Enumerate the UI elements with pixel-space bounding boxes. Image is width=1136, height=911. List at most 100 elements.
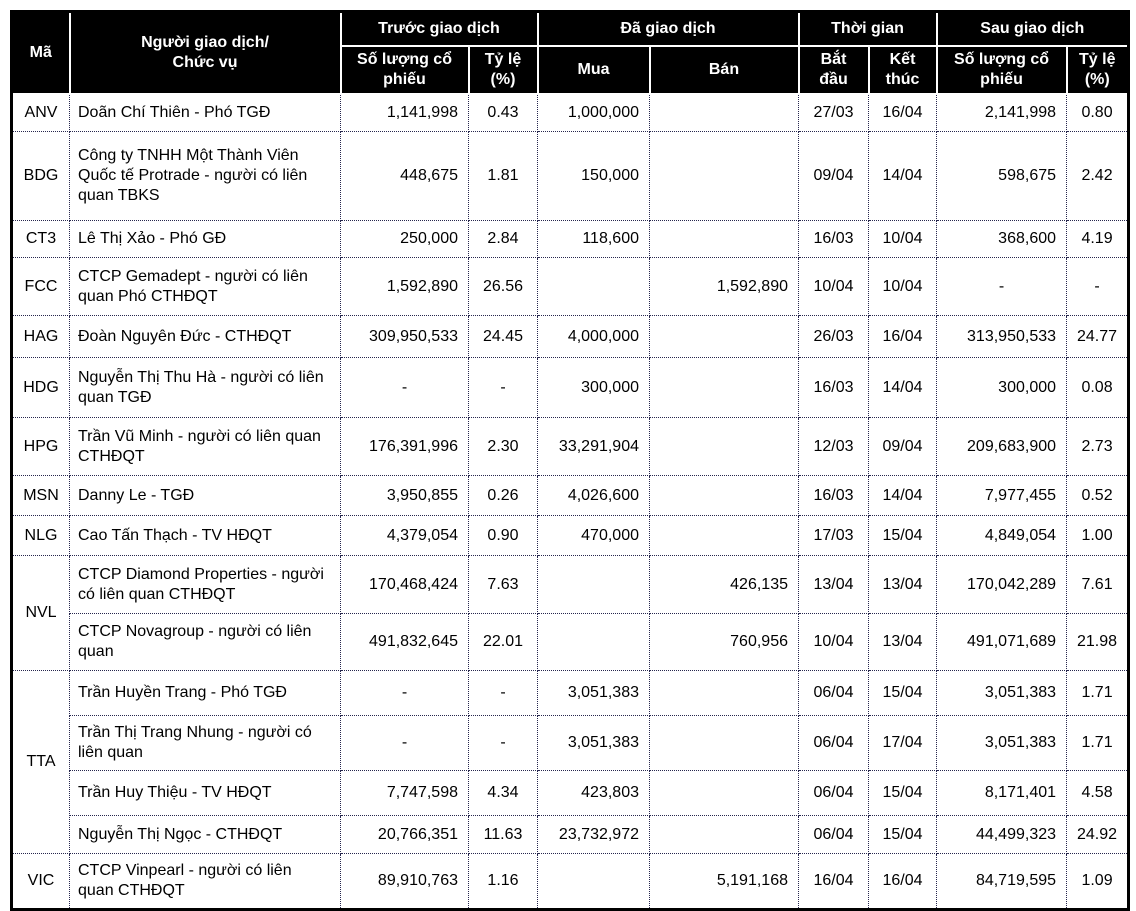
sell-cell: 5,191,168 [649,853,799,910]
header-trader: Người giao dịch/ Chức vụ [68,10,342,95]
trader-cell: Cao Tấn Thạch - TV HĐQT [69,515,341,556]
table-row: ANV Doãn Chí Thiên - Phó TGĐ 1,141,998 0… [11,93,1130,132]
end-date-cell: 15/04 [867,515,938,556]
table-header: Mã Người giao dịch/ Chức vụ Trước giao d… [10,10,1130,95]
trader-cell: Trần Huy Thiệu - TV HĐQT [69,770,341,816]
sell-cell [649,515,799,556]
header-shares-after: Số lượng cổ phiếu [935,44,1068,95]
ratio-before-cell: - [468,357,538,418]
ratio-before-cell: 2.30 [468,417,538,476]
end-date-cell: 17/04 [867,715,938,771]
shares-before-cell: 491,832,645 [340,613,469,671]
start-date-cell: 16/04 [798,853,869,910]
ticker-cell: BDG [11,131,70,221]
buy-cell: 4,000,000 [537,315,650,358]
start-date-cell: 13/04 [798,555,869,614]
shares-before-cell: 4,379,054 [340,515,469,556]
shares-before-cell: 176,391,996 [340,417,469,476]
shares-before-cell: - [340,715,469,771]
ratio-after-cell: 4.58 [1066,770,1130,816]
start-date-cell: 09/04 [798,131,869,221]
sell-cell: 760,956 [649,613,799,671]
table-row: CT3 Lê Thị Xảo - Phó GĐ 250,000 2.84 118… [11,220,1130,258]
ticker-cell: FCC [11,257,70,316]
table-row: MSN Danny Le - TGĐ 3,950,855 0.26 4,026,… [11,475,1130,516]
ticker-cell: HAG [11,315,70,358]
header-group-row: Mã Người giao dịch/ Chức vụ Trước giao d… [10,10,1130,95]
sell-cell [649,220,799,258]
shares-after-cell: 3,051,383 [936,670,1068,716]
trader-cell: Lê Thị Xảo - Phó GĐ [69,220,341,258]
ticker-cell: HPG [11,417,70,476]
buy-cell [537,853,650,910]
sell-cell [649,770,799,816]
table-row: Nguyễn Thị Ngọc - CTHĐQT 20,766,351 11.6… [12,815,1130,854]
end-date-cell: 15/04 [867,770,938,816]
table-row: NLG Cao Tấn Thạch - TV HĐQT 4,379,054 0.… [11,515,1130,556]
trader-cell: CTCP Diamond Properties - người có liên … [69,555,341,614]
shares-after-cell: 2,141,998 [936,93,1068,132]
shares-after-cell: 300,000 [936,357,1068,418]
sell-cell: 1,592,890 [649,257,799,316]
ratio-after-cell: 24.77 [1066,315,1130,358]
ratio-before-cell: 22.01 [468,613,538,671]
table-row: HPG Trần Vũ Minh - người có liên quan CT… [11,417,1130,476]
ratio-after-cell: 24.92 [1066,815,1130,854]
header-group-before: Trước giao dịch [339,10,539,47]
shares-after-cell: 44,499,323 [936,815,1068,854]
ratio-after-cell: 2.42 [1066,131,1130,221]
ratio-before-cell: 11.63 [468,815,538,854]
shares-before-cell: 170,468,424 [340,555,469,614]
ratio-before-cell: 2.84 [468,220,538,258]
shares-before-cell: 250,000 [340,220,469,258]
ticker-cell: VIC [11,853,70,910]
start-date-cell: 06/04 [798,770,869,816]
sell-cell [649,315,799,358]
insider-transactions-table: Mã Người giao dịch/ Chức vụ Trước giao d… [10,10,1131,911]
start-date-cell: 06/04 [798,715,869,771]
shares-after-cell: 368,600 [936,220,1068,258]
ratio-before-cell: 1.81 [468,131,538,221]
ratio-after-cell: 1.71 [1066,670,1130,716]
start-date-cell: 16/03 [798,220,869,258]
header-end: Kết thúc [867,44,938,95]
ratio-before-cell: 0.26 [468,475,538,516]
trader-cell: Nguyễn Thị Ngọc - CTHĐQT [69,815,341,854]
trader-cell: Doãn Chí Thiên - Phó TGĐ [69,93,341,132]
ratio-after-cell: 0.80 [1066,93,1130,132]
header-shares-before: Số lượng cổ phiếu [339,44,470,95]
end-date-cell: 16/04 [867,93,938,132]
buy-cell: 300,000 [537,357,650,418]
header-group-after: Sau giao dịch [935,10,1130,47]
shares-before-cell: 1,141,998 [340,93,469,132]
sell-cell [649,670,799,716]
buy-cell [537,613,650,671]
buy-cell: 423,803 [537,770,650,816]
ticker-cell: MSN [11,475,70,516]
shares-after-cell: 313,950,533 [936,315,1068,358]
ratio-before-cell: 7.63 [468,555,538,614]
shares-after-cell: 4,849,054 [936,515,1068,556]
buy-cell: 470,000 [537,515,650,556]
buy-cell: 118,600 [537,220,650,258]
ratio-before-cell: 24.45 [468,315,538,358]
ratio-after-cell: - [1066,257,1130,316]
buy-cell: 150,000 [537,131,650,221]
ratio-before-cell: 1.16 [468,853,538,910]
buy-cell [537,257,650,316]
sell-cell [649,815,799,854]
ratio-after-cell: 0.52 [1066,475,1130,516]
shares-after-cell: 7,977,455 [936,475,1068,516]
trader-cell: Đoàn Nguyên Đức - CTHĐQT [69,315,341,358]
end-date-cell: 10/04 [867,257,938,316]
end-date-cell: 13/04 [867,613,938,671]
ratio-after-cell: 1.09 [1066,853,1130,910]
table-row: TTA Trần Huyền Trang - Phó TGĐ - - 3,051… [11,670,1130,854]
ticker-cell: CT3 [11,220,70,258]
sell-cell [649,417,799,476]
ratio-after-cell: 4.19 [1066,220,1130,258]
sell-cell [649,93,799,132]
ticker-cell: ANV [11,93,70,132]
buy-cell: 3,051,383 [537,715,650,771]
sell-cell [649,131,799,221]
